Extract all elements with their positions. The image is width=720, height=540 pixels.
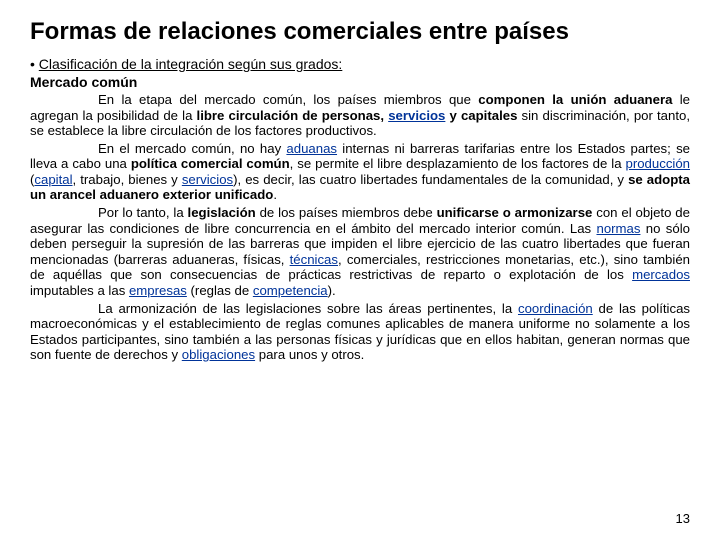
- p3-t2: de los países miembros debe: [256, 205, 437, 220]
- p2-t3: , se permite el libre desplazamiento de …: [290, 156, 626, 171]
- link-servicios-2[interactable]: servicios: [182, 172, 233, 187]
- p4-t1: La armonización de las legislaciones sob…: [98, 301, 518, 316]
- p2-t7: .: [273, 187, 277, 202]
- p3-t7: (reglas de: [187, 283, 253, 298]
- p3-b1: legislación: [188, 205, 256, 220]
- link-aduanas[interactable]: aduanas: [286, 141, 337, 156]
- p3-t1: Por lo tanto, la: [98, 205, 188, 220]
- p1-t1: En la etapa del mercado común, los paíse…: [98, 92, 478, 107]
- classification-label: Clasificación de la integración según su…: [39, 56, 343, 72]
- subheading-mercado-comun: Mercado común: [30, 74, 690, 90]
- paragraph-2: En el mercado común, no hay aduanas inte…: [30, 141, 690, 203]
- p3-t6: imputables a las: [30, 283, 129, 298]
- link-empresas[interactable]: empresas: [129, 283, 187, 298]
- link-produccion[interactable]: producción: [626, 156, 691, 171]
- link-normas[interactable]: normas: [596, 221, 640, 236]
- link-competencia[interactable]: competencia: [253, 283, 328, 298]
- page-title: Formas de relaciones comerciales entre p…: [30, 18, 690, 46]
- page-number: 13: [676, 511, 690, 526]
- link-obligaciones[interactable]: obligaciones: [182, 347, 255, 362]
- p2-t6: ), es decir, las cuatro libertades funda…: [233, 172, 628, 187]
- p3-t8: ).: [328, 283, 336, 298]
- p1-b1: componen la unión aduanera: [478, 92, 672, 107]
- p2-b1: política comercial común: [131, 156, 290, 171]
- link-servicios-1[interactable]: servicios: [388, 108, 445, 123]
- link-tecnicas[interactable]: técnicas: [290, 252, 338, 267]
- p2-t1: En el mercado común, no hay: [98, 141, 286, 156]
- paragraph-3: Por lo tanto, la legislación de los país…: [30, 205, 690, 298]
- paragraph-1: En la etapa del mercado común, los paíse…: [30, 92, 690, 139]
- p4-t3: para unos y otros.: [255, 347, 364, 362]
- p1-b2: libre circulación de personas,: [197, 108, 389, 123]
- link-capital[interactable]: capital: [34, 172, 72, 187]
- link-mercados[interactable]: mercados: [632, 267, 690, 282]
- p3-b2: unificarse o armonizarse: [437, 205, 593, 220]
- classification-bullet: • Clasificación de la integración según …: [30, 56, 690, 72]
- p2-t5: , trabajo, bienes y: [73, 172, 182, 187]
- bullet-dot: •: [30, 56, 39, 72]
- paragraph-4: La armonización de las legislaciones sob…: [30, 301, 690, 363]
- link-coordinacion[interactable]: coordinación: [518, 301, 593, 316]
- p1-b3: y capitales: [445, 108, 517, 123]
